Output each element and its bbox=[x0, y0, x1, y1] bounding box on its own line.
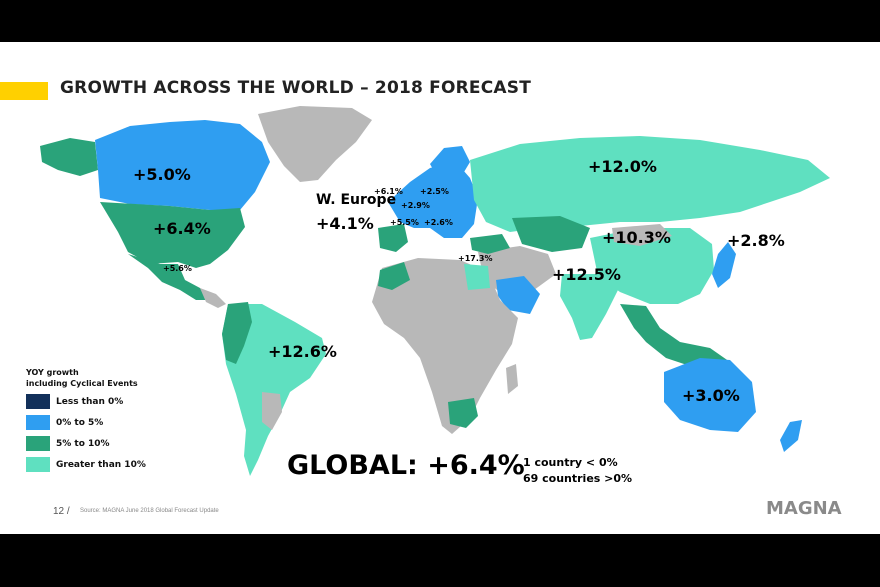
legend-item-5-to-10: 5% to 10% bbox=[26, 435, 146, 452]
page-number: 12 / bbox=[53, 506, 70, 517]
global-note: 1 country < 0% 69 countries >0% bbox=[523, 455, 632, 487]
legend: YOY growth including Cyclical Events Les… bbox=[26, 367, 146, 473]
scandinavia-region bbox=[430, 146, 470, 182]
label-japan: +2.8% bbox=[727, 231, 785, 250]
north-africa-region bbox=[378, 262, 410, 290]
legend-swatch-less-than-0 bbox=[26, 394, 50, 409]
russia-region bbox=[470, 136, 830, 232]
south-america-region bbox=[222, 304, 326, 476]
legend-item-0-to-5: 0% to 5% bbox=[26, 414, 146, 431]
iberia-region bbox=[378, 224, 408, 252]
legend-swatch-greater-than-10 bbox=[26, 457, 50, 472]
legend-label: 0% to 5% bbox=[56, 417, 104, 428]
label-india: +12.5% bbox=[552, 265, 621, 284]
label-egypt: +17.3% bbox=[458, 254, 493, 263]
alaska-region bbox=[40, 138, 98, 176]
australia-region bbox=[664, 358, 756, 432]
global-note-line1: 1 country < 0% bbox=[523, 456, 618, 469]
canada-region bbox=[95, 120, 270, 210]
global-note-line2: 69 countries >0% bbox=[523, 472, 633, 485]
label-italy: +2.6% bbox=[424, 218, 453, 227]
legend-item-less-than-0: Less than 0% bbox=[26, 393, 146, 410]
usa-region bbox=[100, 202, 245, 268]
label-germany: +2.9% bbox=[401, 201, 430, 210]
label-brazil: +12.6% bbox=[268, 342, 337, 361]
legend-title-line1: YOY growth bbox=[26, 368, 79, 377]
saudi-region bbox=[496, 276, 540, 314]
india-region bbox=[560, 274, 618, 340]
legend-label: Greater than 10% bbox=[56, 459, 146, 470]
slide: GROWTH ACROSS THE WORLD – 2018 FORECAST bbox=[0, 42, 880, 534]
legend-label: Less than 0% bbox=[56, 396, 124, 407]
kazakhstan-region bbox=[512, 216, 590, 252]
source-note: Source: MAGNA June 2018 Global Forecast … bbox=[80, 508, 219, 514]
china-region bbox=[590, 228, 714, 304]
south-africa-region bbox=[448, 398, 478, 428]
turkey-region bbox=[470, 234, 510, 254]
label-w-europe-name: W. Europe bbox=[316, 192, 397, 208]
legend-swatch-0-to-5 bbox=[26, 415, 50, 430]
central-america-region bbox=[200, 288, 226, 308]
africa-region bbox=[372, 258, 518, 434]
label-spain: +5.5% bbox=[390, 218, 419, 227]
greenland-region bbox=[258, 106, 372, 182]
label-china: +10.3% bbox=[602, 228, 671, 247]
legend-swatch-5-to-10 bbox=[26, 436, 50, 451]
southern-cone-region bbox=[262, 392, 282, 430]
label-canada: +5.0% bbox=[133, 165, 191, 184]
label-uk: +6.1% bbox=[374, 187, 403, 196]
world-map bbox=[40, 106, 830, 476]
southeast-asia-region bbox=[620, 304, 730, 372]
label-russia: +12.0% bbox=[588, 157, 657, 176]
label-w-europe-value: +4.1% bbox=[316, 214, 374, 233]
label-poland: +2.5% bbox=[420, 187, 449, 196]
label-usa: +6.4% bbox=[153, 219, 211, 238]
mexico-region bbox=[128, 254, 208, 300]
legend-title-line2: including Cyclical Events bbox=[26, 379, 138, 388]
egypt-region bbox=[464, 264, 490, 290]
label-australia: +3.0% bbox=[682, 386, 740, 405]
legend-item-greater-than-10: Greater than 10% bbox=[26, 456, 146, 473]
andes-region bbox=[222, 302, 252, 364]
legend-label: 5% to 10% bbox=[56, 438, 110, 449]
magna-logo: MAGNA bbox=[766, 498, 842, 519]
label-mexico: +5.6% bbox=[163, 264, 192, 273]
madagascar-region bbox=[506, 364, 518, 394]
title-accent-bar bbox=[0, 82, 48, 100]
global-growth: GLOBAL: +6.4% bbox=[287, 450, 525, 481]
japan-region bbox=[712, 242, 736, 288]
mongolia-region bbox=[612, 224, 672, 246]
new-zealand-region bbox=[780, 420, 802, 452]
slide-title: GROWTH ACROSS THE WORLD – 2018 FORECAST bbox=[60, 78, 532, 98]
